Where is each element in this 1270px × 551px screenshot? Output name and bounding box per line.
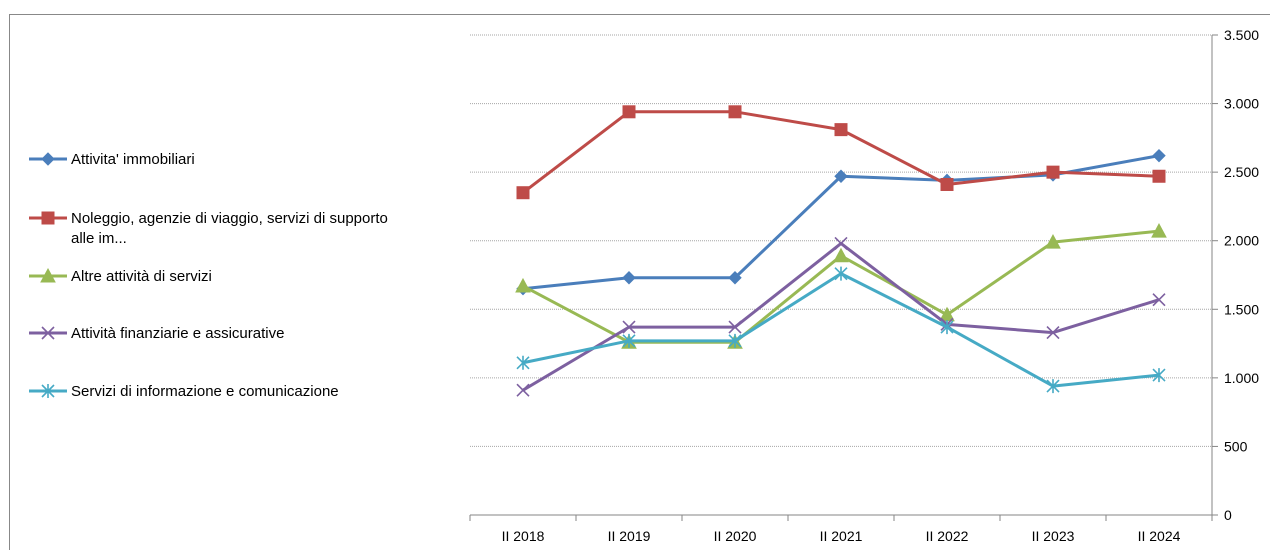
y-tick-label: 2.000 [1224, 233, 1259, 249]
line-chart: 0 500 1.000 1.500 2.000 2.500 3.000 3.500 II 201… [29, 27, 1259, 544]
data-point [516, 355, 530, 370]
legend-label: Attività finanziarie e assicurative [71, 325, 284, 342]
x-tick-label: II 2019 [608, 528, 651, 544]
y-tick-label: 1.000 [1224, 370, 1259, 386]
y-tick-label: 500 [1224, 438, 1248, 454]
legend-marker-0 [41, 152, 55, 166]
data-point [622, 271, 636, 285]
data-point [834, 123, 848, 137]
legend-label: alle im... [71, 230, 127, 247]
data-point [940, 320, 954, 335]
data-point [728, 271, 742, 285]
data-point [1046, 165, 1060, 179]
data-point [728, 320, 742, 334]
data-point [622, 320, 636, 334]
x-tick-label: II 2023 [1032, 528, 1075, 544]
chart-frame: 0 500 1.000 1.500 2.000 2.500 3.000 3.500 II 201… [9, 14, 1270, 550]
data-point [515, 277, 531, 293]
data-point [940, 177, 954, 191]
data-point [834, 169, 848, 183]
legend-label: Noleggio, agenzie di viaggio, servizi di… [71, 210, 388, 227]
y-tick-label: 1.500 [1224, 301, 1259, 317]
y-tick-label: 0 [1224, 507, 1232, 523]
data-point [1152, 169, 1166, 183]
data-point [1152, 368, 1166, 383]
y-tick-label: 3.500 [1224, 27, 1259, 43]
legend-label: Altre attività di servizi [71, 268, 212, 285]
data-point [1151, 223, 1167, 238]
y-tick-label: 3.000 [1224, 96, 1259, 112]
x-tick-label: II 2020 [714, 528, 757, 544]
data-point [622, 333, 636, 348]
data-point [516, 186, 530, 200]
data-point [1046, 379, 1060, 394]
data-point [1152, 148, 1166, 163]
data-point [622, 105, 636, 119]
series-line-3 [522, 241, 1160, 392]
data-point [1152, 293, 1166, 307]
data-point [1045, 234, 1061, 249]
legend-marker-2 [40, 267, 56, 283]
legend-label: Attivita' immobiliari [71, 151, 195, 168]
data-point [1046, 326, 1060, 340]
data-point [834, 266, 848, 281]
x-tick-label: II 2018 [502, 528, 545, 544]
y-tick-label: 2.500 [1224, 164, 1259, 180]
data-point [833, 247, 849, 263]
data-point [728, 105, 742, 119]
legend-marker-4 [41, 384, 55, 398]
legend-label: Servizi di informazione e comunicazione [71, 383, 339, 400]
legend-marker-1 [41, 211, 55, 225]
legend-marker-3 [41, 326, 55, 340]
x-tick-label: II 2021 [820, 528, 863, 544]
x-tick-label: II 2022 [926, 528, 969, 544]
data-point [834, 236, 848, 251]
data-point [728, 333, 742, 348]
x-tick-label: II 2024 [1138, 528, 1181, 544]
data-point [516, 383, 530, 397]
